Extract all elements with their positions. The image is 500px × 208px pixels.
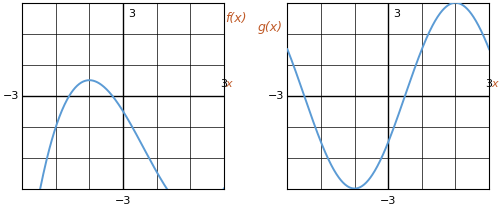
Text: 3: 3: [486, 79, 492, 89]
Text: 3: 3: [220, 79, 228, 89]
Text: 3: 3: [128, 9, 135, 19]
Text: −3: −3: [380, 196, 396, 206]
Text: −3: −3: [115, 196, 131, 206]
Text: −3: −3: [268, 91, 284, 101]
Text: −3: −3: [2, 91, 18, 101]
Text: g(x): g(x): [258, 21, 282, 34]
Text: 3: 3: [394, 9, 400, 19]
Text: f(x): f(x): [226, 12, 247, 25]
Text: x: x: [226, 79, 232, 89]
Text: x: x: [491, 79, 498, 89]
